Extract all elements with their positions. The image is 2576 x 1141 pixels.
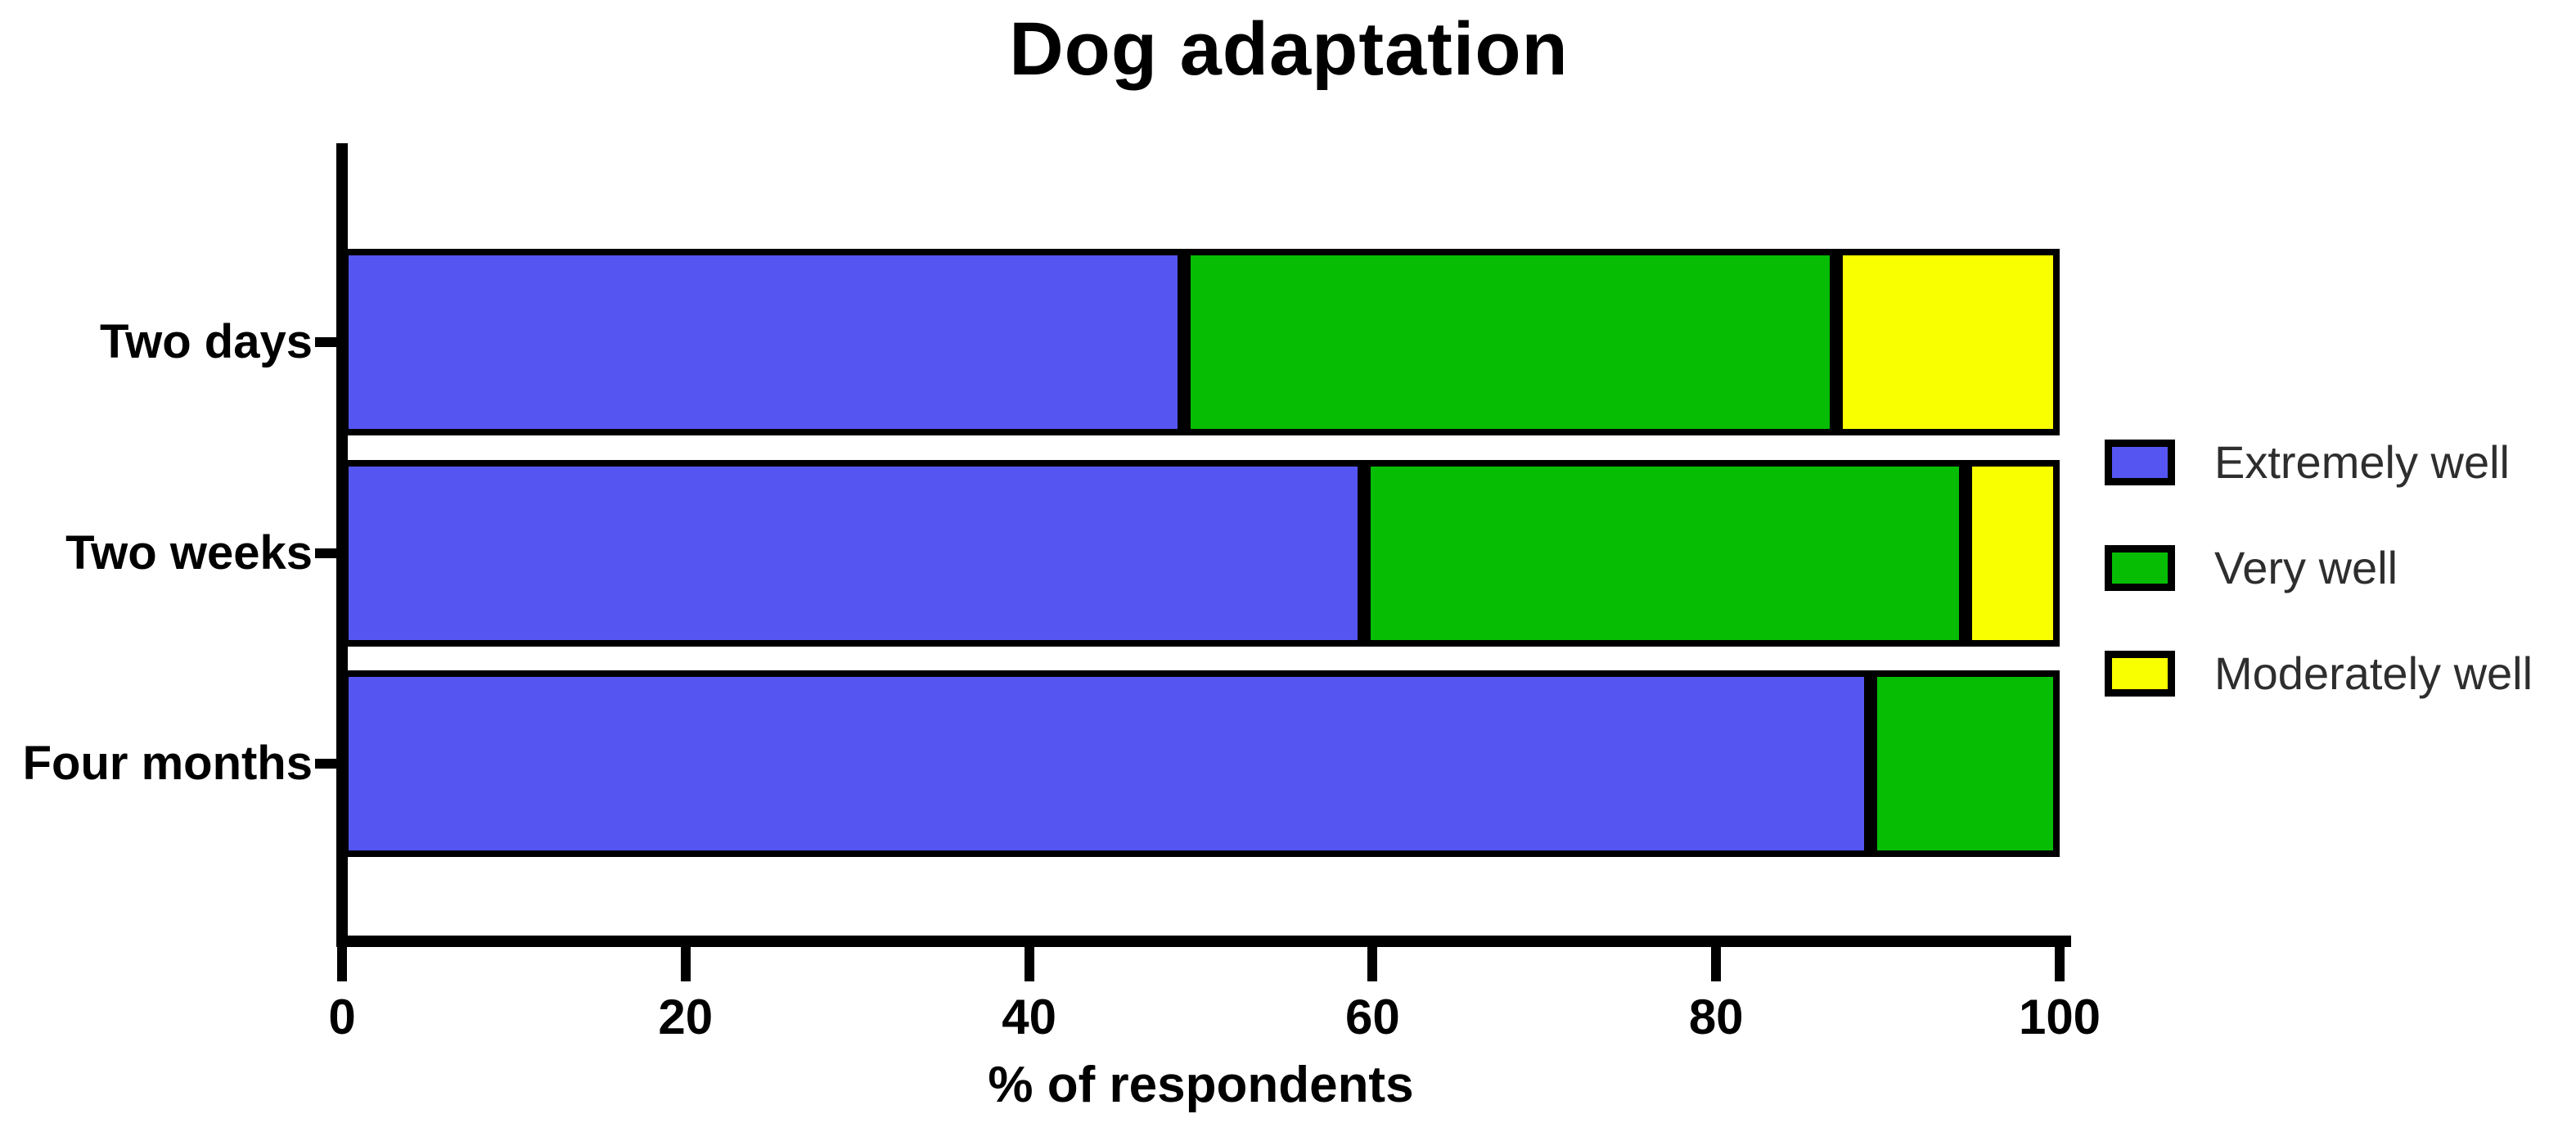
category-label-two-days: Two days: [100, 315, 313, 368]
x-tick-label: 20: [658, 990, 714, 1044]
bar-segment: [342, 670, 1871, 857]
y-tick: [315, 548, 336, 558]
category-label-two-weeks: Two weeks: [65, 526, 313, 580]
bar-segment: [1183, 249, 1837, 435]
bar-segment: [1836, 249, 2060, 435]
bar-row-four-months: [342, 670, 2060, 857]
legend: Extremely well Very well Moderately well: [2105, 435, 2533, 752]
chart-title: Dog adaptation: [1009, 7, 1569, 91]
x-tick: [1711, 947, 1722, 981]
bar-row-two-weeks: [342, 460, 2060, 647]
legend-swatch-icon: [2105, 439, 2175, 485]
x-tick: [337, 947, 347, 981]
plot-area: 0 20 40 60 80 100: [328, 143, 2101, 1044]
legend-item: Moderately well: [2105, 647, 2533, 700]
legend-item: Extremely well: [2105, 435, 2533, 489]
legend-item: Very well: [2105, 541, 2533, 594]
x-tick-label: 100: [2018, 990, 2101, 1044]
x-tick-label: 40: [1002, 990, 1056, 1044]
x-tick-label: 80: [1688, 990, 1744, 1044]
x-tick: [1024, 947, 1034, 981]
x-tick: [2055, 947, 2065, 981]
legend-label: Extremely well: [2214, 436, 2510, 488]
x-axis-title: % of respondents: [988, 1057, 1414, 1113]
bar-segment: [1363, 460, 1966, 647]
bar-segment: [342, 460, 1364, 647]
x-tick: [680, 947, 691, 981]
x-tick-label: 60: [1345, 990, 1400, 1044]
bar-segment: [342, 249, 1184, 435]
category-label-four-months: Four months: [22, 737, 313, 790]
legend-swatch-icon: [2105, 650, 2175, 697]
bar-segment: [1871, 670, 2060, 857]
bar-segment: [1965, 460, 2060, 647]
bar-row-two-days: [342, 249, 2060, 435]
legend-label: Very well: [2214, 542, 2398, 593]
legend-swatch-icon: [2105, 544, 2175, 591]
x-axis-line: [336, 936, 2071, 947]
y-tick: [315, 759, 336, 769]
x-tick: [1367, 947, 1378, 981]
y-tick: [315, 337, 336, 347]
x-tick-label: 0: [328, 990, 356, 1044]
legend-label: Moderately well: [2214, 647, 2533, 699]
